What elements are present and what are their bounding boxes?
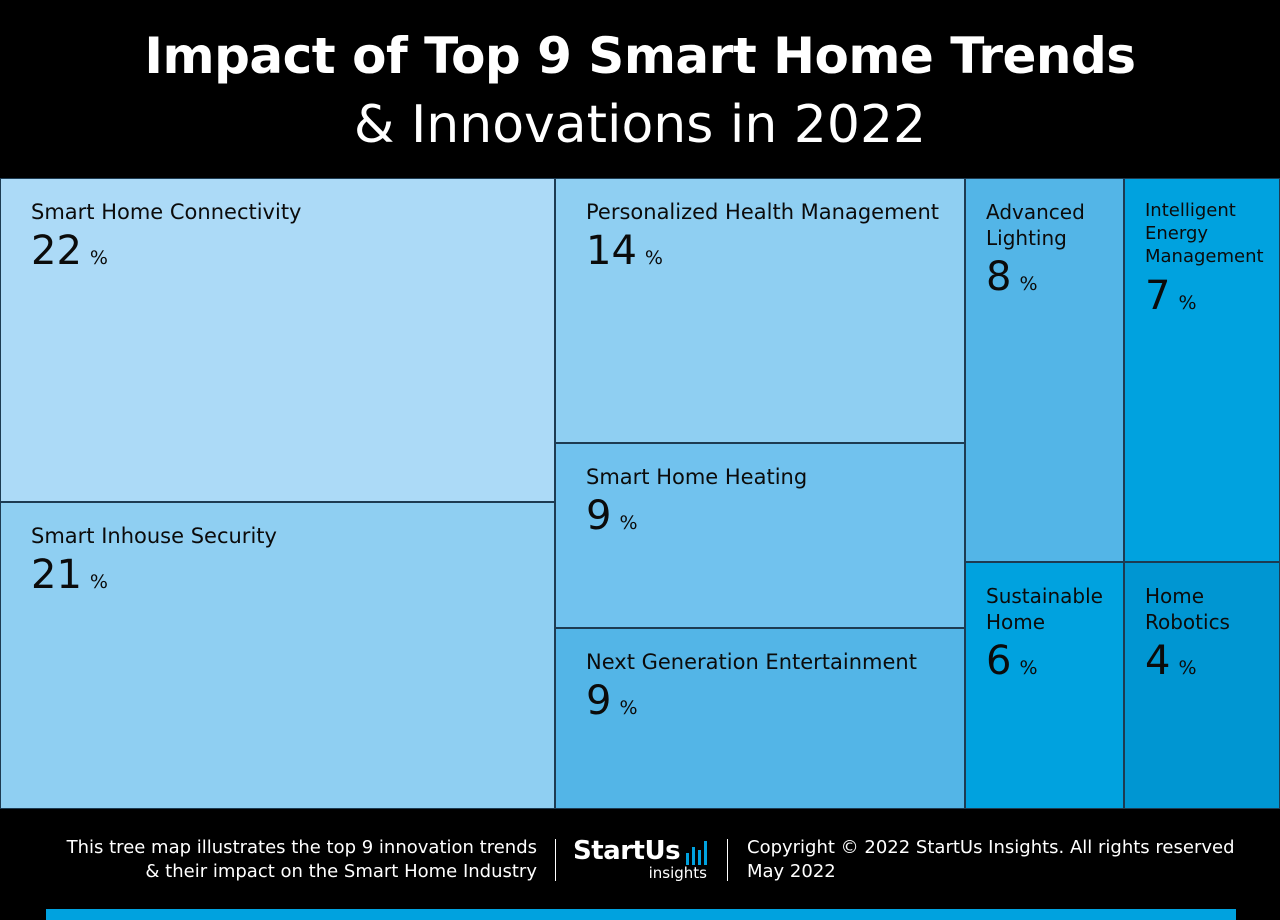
tile-label: Smart Home Connectivity <box>31 200 302 224</box>
tile-value-unit: % <box>644 247 663 269</box>
footer-divider-left <box>555 839 556 881</box>
startus-logo[interactable]: StartUs insights <box>573 835 713 885</box>
tile-label: Advanced Lighting <box>986 200 1085 250</box>
tile-value-number: 8 <box>986 254 1012 300</box>
tile-value: 8% <box>986 255 1038 306</box>
logo-text: StartUs <box>573 836 681 866</box>
tile-value-number: 9 <box>586 678 612 724</box>
tile-value: 14% <box>586 229 663 280</box>
tile-label: Smart Home Heating <box>586 465 808 489</box>
bottom-accent-bar <box>46 909 1236 920</box>
footer-divider-right <box>727 839 728 881</box>
tile-value: 6% <box>986 639 1038 690</box>
tile-label: Intelligent Energy Management <box>1145 200 1264 267</box>
tile-value-unit: % <box>89 571 108 593</box>
footer: This tree map illustrates the top 9 inno… <box>0 809 1280 920</box>
tile-value-number: 14 <box>586 228 637 274</box>
treemap: Smart Home Connectivity 22% Smart Inhouse … <box>0 178 1280 809</box>
tile-label: Home Robotics <box>1145 584 1230 634</box>
treemap-tile-smart-inhouse-security: Smart Inhouse Security 21% <box>0 502 555 809</box>
tile-value-unit: % <box>619 697 638 719</box>
tile-value-unit: % <box>89 247 108 269</box>
treemap-tile-next-generation-entertainment: Next Generation Entertainment 9% <box>555 628 965 809</box>
tile-value: 7% <box>1145 274 1197 325</box>
treemap-tile-sustainable-home: Sustainable Home 6% <box>965 562 1124 809</box>
chart-title-line2: & Innovations in 2022 <box>353 95 927 155</box>
footer-description-line2: & their impact on the Smart Home Industr… <box>145 861 537 882</box>
copyright-line1: Copyright © 2022 StartUs Insights. All r… <box>747 837 1235 858</box>
tile-value-unit: % <box>1178 292 1197 314</box>
footer-description: This tree map illustrates the top 9 inno… <box>17 836 537 884</box>
treemap-tile-intelligent-energy-management: Intelligent Energy Management 7% <box>1124 178 1280 562</box>
tile-label: Sustainable Home <box>986 584 1103 634</box>
tile-value-number: 4 <box>1145 638 1171 684</box>
logo-subtext: insights <box>648 864 707 882</box>
treemap-tile-smart-home-heating: Smart Home Heating 9% <box>555 443 965 628</box>
tile-value-number: 22 <box>31 228 82 274</box>
tile-label: Next Generation Entertainment <box>586 650 917 674</box>
tile-value-number: 6 <box>986 638 1012 684</box>
treemap-tile-personalized-health-management: Personalized Health Management 14% <box>555 178 965 443</box>
bar-chart-icon <box>686 841 707 865</box>
tile-value: 21% <box>31 553 108 604</box>
tile-value: 4% <box>1145 639 1197 690</box>
tile-label: Personalized Health Management <box>586 200 940 224</box>
tile-value-number: 21 <box>31 552 82 598</box>
treemap-tile-home-robotics: Home Robotics 4% <box>1124 562 1280 809</box>
tile-value-unit: % <box>1019 273 1038 295</box>
tile-value: 9% <box>586 494 638 545</box>
header: Impact of Top 9 Smart Home Trends & Inno… <box>0 0 1280 178</box>
treemap-tile-smart-home-connectivity: Smart Home Connectivity 22% <box>0 178 555 502</box>
treemap-tile-advanced-lighting: Advanced Lighting 8% <box>965 178 1124 562</box>
tile-value-number: 9 <box>586 493 612 539</box>
copyright-date: May 2022 <box>747 861 836 882</box>
copyright: Copyright © 2022 StartUs Insights. All r… <box>747 836 1267 884</box>
tile-value: 9% <box>586 679 638 730</box>
tile-value-unit: % <box>619 512 638 534</box>
tile-value: 22% <box>31 229 108 280</box>
tile-value-unit: % <box>1019 657 1038 679</box>
tile-label: Smart Inhouse Security <box>31 524 277 548</box>
footer-description-line1: This tree map illustrates the top 9 inno… <box>66 837 537 858</box>
tile-value-unit: % <box>1178 657 1197 679</box>
tile-value-number: 7 <box>1145 273 1171 319</box>
chart-title-line1: Impact of Top 9 Smart Home Trends <box>144 27 1136 85</box>
